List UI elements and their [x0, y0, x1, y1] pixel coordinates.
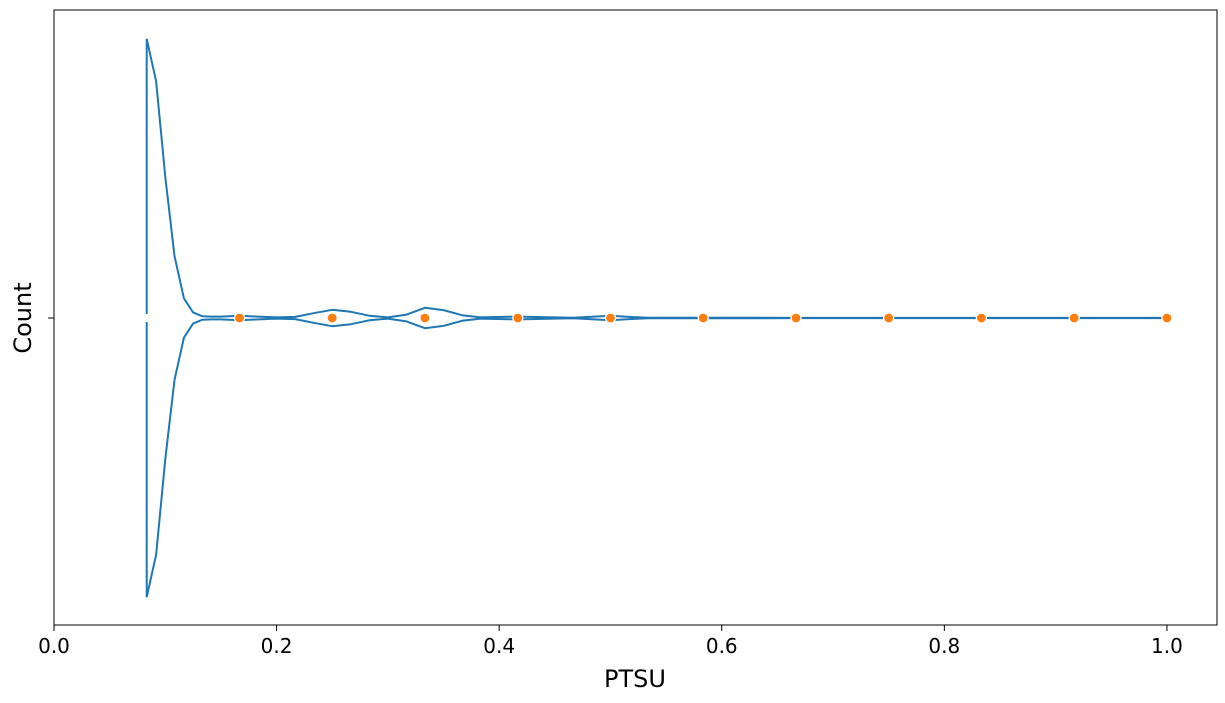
plot-area — [145, 38, 1173, 598]
violin-upper-outline — [145, 38, 1167, 319]
data-point — [512, 312, 524, 324]
x-tick-label: 1.0 — [1151, 634, 1183, 658]
x-tick-label: 0.2 — [261, 634, 293, 658]
data-point — [1068, 312, 1080, 324]
x-tick-label: 0.6 — [706, 634, 738, 658]
x-axis-ticks: 0.0 0.2 0.4 0.6 0.8 1.0 — [38, 625, 1183, 658]
data-point — [326, 312, 338, 324]
data-point — [790, 312, 802, 324]
x-axis-title: PTSU — [604, 665, 666, 693]
data-point — [1161, 312, 1173, 324]
y-axis-title: Count — [9, 282, 37, 353]
data-point — [419, 312, 431, 324]
x-tick-label: 0.8 — [928, 634, 960, 658]
x-tick-label: 0.4 — [483, 634, 515, 658]
x-tick-label: 0.0 — [38, 634, 70, 658]
data-point — [697, 312, 709, 324]
data-point — [233, 312, 246, 324]
data-point — [883, 312, 895, 324]
data-point — [975, 312, 988, 324]
data-point — [604, 312, 617, 324]
violin-lower-outline — [145, 317, 1167, 598]
